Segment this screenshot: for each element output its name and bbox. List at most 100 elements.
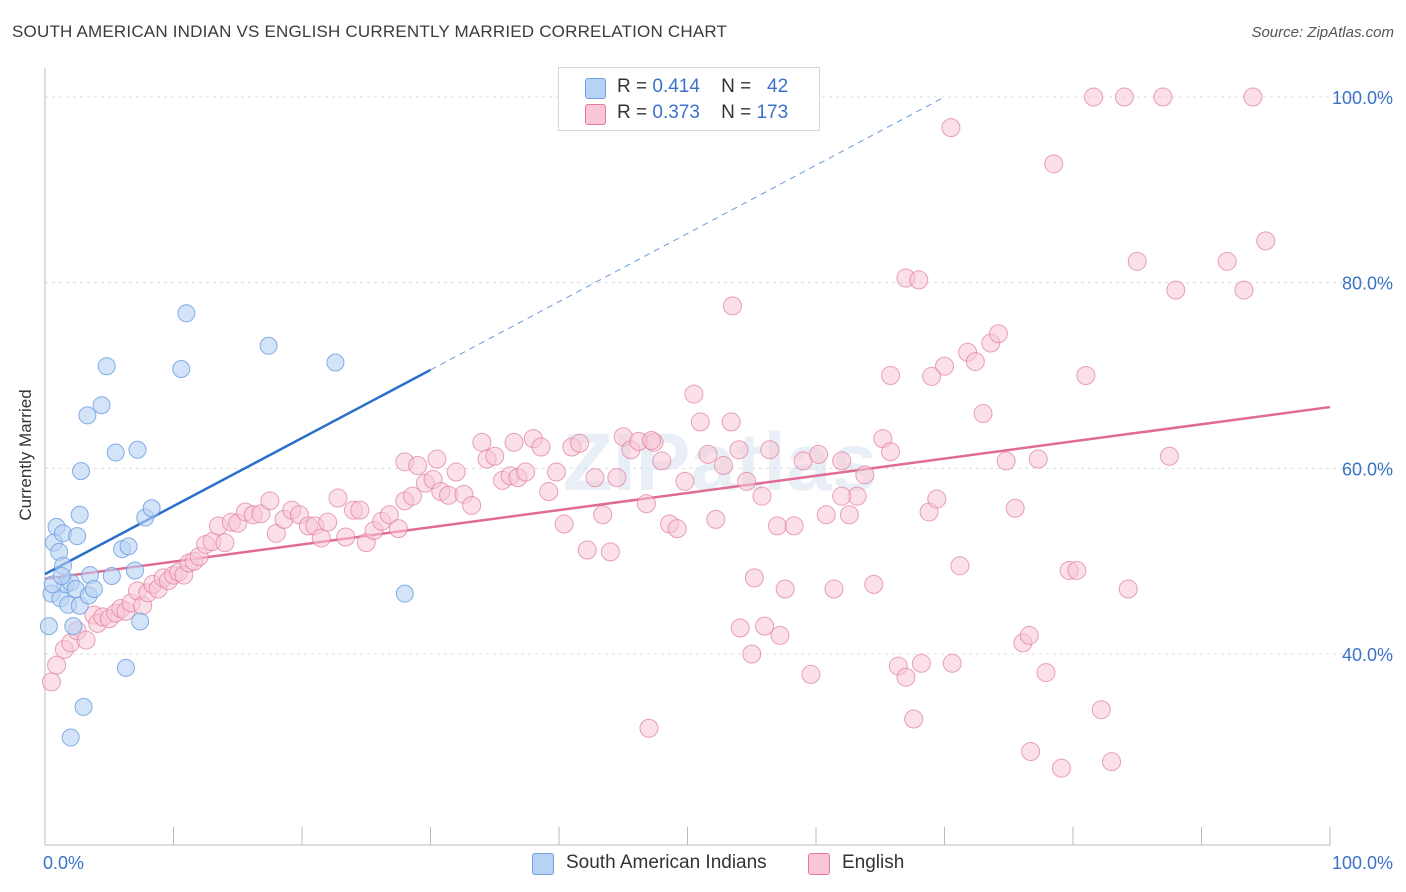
- english-point: [403, 486, 423, 506]
- english-point: [755, 616, 775, 636]
- x-tick-label: 100.0%: [1332, 853, 1393, 873]
- english-point: [1091, 700, 1111, 720]
- y-tick-label: 40.0%: [1342, 645, 1393, 665]
- english-trendline: [44, 405, 1331, 581]
- legend-swatch-pink: [585, 104, 606, 125]
- english-point: [690, 412, 710, 432]
- english-point: [698, 444, 718, 464]
- english-point: [973, 404, 993, 424]
- x-tick-label: 0.0%: [43, 853, 84, 873]
- english-point: [328, 488, 348, 508]
- south-american-indian-point: [119, 537, 138, 556]
- r-value: 0.414: [652, 76, 700, 97]
- english-point: [1084, 87, 1104, 107]
- english-point: [636, 494, 656, 514]
- english-point: [904, 709, 924, 729]
- south-american-indian-point: [39, 617, 58, 636]
- r-label: R =: [617, 76, 648, 97]
- south-american-indian-point: [78, 406, 97, 425]
- english-point: [1127, 251, 1147, 271]
- south-american-indian-point: [97, 357, 116, 376]
- english-point: [767, 516, 787, 536]
- english-point: [729, 440, 749, 460]
- english-point: [1114, 87, 1134, 107]
- r-label: R =: [617, 102, 648, 123]
- english-point: [1234, 280, 1254, 300]
- legend-label: English: [842, 852, 905, 873]
- south-american-indian-point: [326, 353, 345, 372]
- south-american-indian-point: [64, 617, 83, 636]
- english-point: [585, 468, 605, 488]
- english-point: [1118, 579, 1138, 599]
- south-american-indian-point: [395, 584, 414, 603]
- south-american-indian-point: [52, 567, 71, 586]
- south-american-indian-point: [116, 658, 135, 677]
- english-point: [713, 456, 733, 476]
- south-american-indian-point: [125, 561, 144, 580]
- english-point: [1153, 87, 1173, 107]
- english-point: [816, 505, 836, 525]
- english-point: [1166, 280, 1186, 300]
- english-point: [911, 653, 931, 673]
- english-point: [1067, 560, 1087, 580]
- english-point: [1159, 446, 1179, 466]
- south-american-indian-point: [61, 728, 80, 747]
- english-point: [639, 718, 659, 738]
- english-point: [336, 527, 356, 547]
- english-point: [546, 462, 566, 482]
- south-american-indian-point: [128, 440, 147, 459]
- english-point: [1028, 449, 1048, 469]
- english-point: [824, 579, 844, 599]
- english-point: [996, 451, 1016, 471]
- south-american-indian-point: [177, 304, 196, 323]
- english-point: [832, 486, 852, 506]
- english-point: [737, 471, 757, 491]
- english-point: [760, 440, 780, 460]
- y-tick-label: 80.0%: [1342, 274, 1393, 294]
- trendlines: [44, 96, 1331, 581]
- n-value: 42: [767, 76, 789, 97]
- english-point: [1036, 663, 1056, 683]
- english-point: [47, 655, 67, 675]
- english-point: [41, 672, 61, 692]
- english-point: [539, 482, 559, 502]
- south-american-indian-points: [39, 304, 414, 747]
- english-point: [1217, 251, 1237, 271]
- source-label: Source: ZipAtlas.com: [1251, 24, 1394, 41]
- english-point: [722, 296, 742, 316]
- south-american-indian-point: [74, 697, 93, 716]
- legend-swatch-pink: [808, 853, 830, 875]
- english-point: [881, 366, 901, 385]
- english-point: [809, 444, 829, 464]
- english-point: [864, 574, 884, 594]
- south-american-indian-trendline-extension: [430, 96, 945, 371]
- y-tick-label: 60.0%: [1342, 459, 1393, 479]
- english-point: [730, 618, 750, 638]
- english-point: [801, 664, 821, 684]
- english-point: [721, 412, 741, 432]
- english-point: [909, 270, 929, 290]
- english-point: [251, 504, 271, 524]
- english-point: [855, 465, 875, 485]
- english-point: [379, 505, 399, 525]
- legend-label: South American Indians: [566, 852, 767, 873]
- south-american-indian-point: [70, 505, 89, 524]
- english-point: [388, 519, 408, 539]
- english-point: [485, 446, 505, 466]
- n-value: 173: [756, 102, 789, 123]
- english-point: [941, 118, 961, 138]
- english-point: [531, 437, 551, 457]
- english-point: [965, 352, 985, 372]
- english-point: [988, 324, 1008, 344]
- r-value: 0.373: [652, 102, 700, 123]
- english-point: [1102, 752, 1122, 772]
- english-point: [784, 516, 804, 536]
- english-point: [577, 540, 597, 560]
- legend-swatch-blue: [585, 78, 606, 99]
- english-point: [76, 630, 96, 650]
- english-point: [935, 356, 954, 376]
- english-point: [1005, 498, 1025, 518]
- chart-title: SOUTH AMERICAN INDIAN VS ENGLISH CURRENT…: [12, 22, 728, 41]
- south-american-indian-point: [92, 396, 111, 415]
- n-label: N =: [721, 102, 752, 123]
